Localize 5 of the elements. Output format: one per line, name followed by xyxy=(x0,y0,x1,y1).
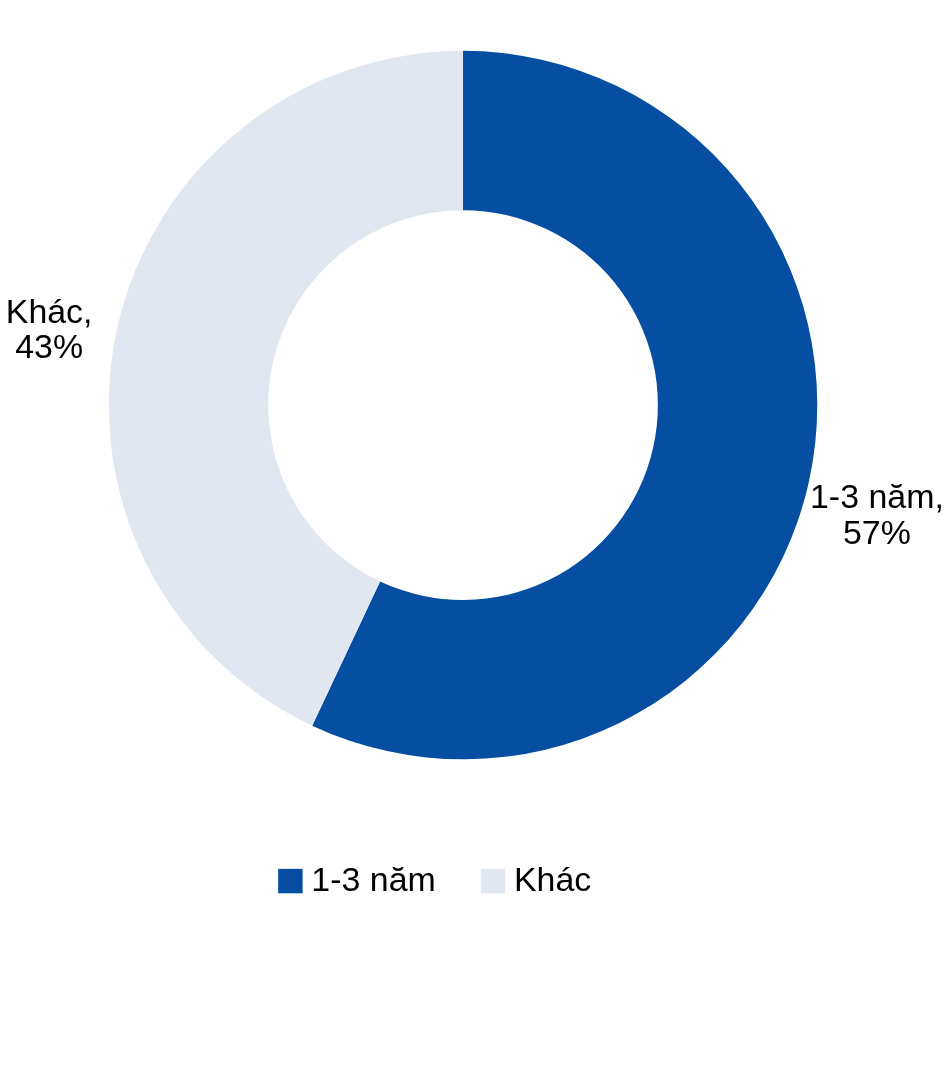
data-label: 1-3 năm, 57% xyxy=(810,476,944,551)
data-label: Khác, 43% xyxy=(5,291,93,366)
donut-slice xyxy=(108,50,464,726)
legend-label: Khác xyxy=(513,860,592,899)
legend-label: 1-3 năm xyxy=(311,860,436,899)
